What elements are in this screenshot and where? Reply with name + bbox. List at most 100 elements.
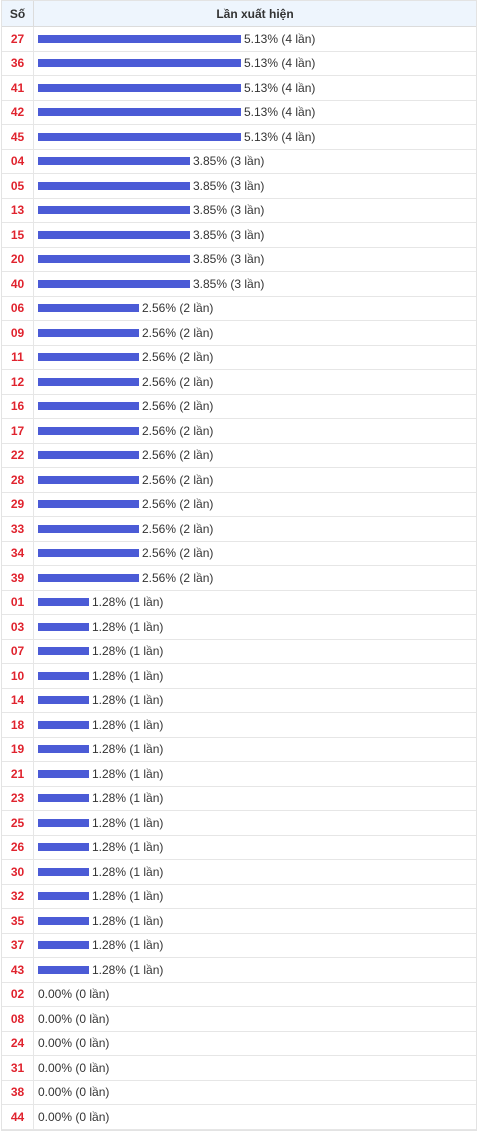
table-row: 44 0.00% (0 lần) [2,1105,476,1130]
table-row: 35 1.28% (1 lần) [2,909,476,934]
frequency-bar [38,279,190,288]
table-row: 06 2.56% (2 lần) [2,296,476,321]
number-cell: 05 [2,174,34,198]
table-row: 17 2.56% (2 lần) [2,419,476,444]
table-row: 10 1.28% (1 lần) [2,664,476,689]
table-row: 20 3.85% (3 lần) [2,247,476,272]
frequency-bar [38,353,139,362]
frequency-cell: 1.28% (1 lần) [34,934,476,958]
frequency-label: 0.00% (0 lần) [38,1036,110,1051]
number-cell: 17 [2,419,34,443]
frequency-bar [38,647,89,656]
number-cell: 09 [2,321,34,345]
number-cell: 03 [2,615,34,639]
frequency-label: 1.28% (1 lần) [92,791,164,806]
frequency-label: 1.28% (1 lần) [92,717,164,732]
frequency-cell: 2.56% (2 lần) [34,566,476,590]
frequency-cell: 1.28% (1 lần) [34,958,476,982]
frequency-cell: 2.56% (2 lần) [34,321,476,345]
table-row: 32 1.28% (1 lần) [2,884,476,909]
table-row: 34 2.56% (2 lần) [2,541,476,566]
frequency-bar [38,451,139,460]
table-row: 26 1.28% (1 lần) [2,835,476,860]
frequency-cell: 5.13% (4 lần) [34,27,476,51]
table-body: 27 5.13% (4 lần) 36 5.13% (4 lần) 41 5.13% (4… [2,27,476,1130]
number-cell: 27 [2,27,34,51]
number-cell: 10 [2,664,34,688]
table-row: 25 1.28% (1 lần) [2,811,476,836]
number-cell: 25 [2,811,34,835]
frequency-label: 5.13% (4 lần) [244,56,316,71]
number-cell: 28 [2,468,34,492]
frequency-cell: 2.56% (2 lần) [34,444,476,468]
frequency-label: 3.85% (3 lần) [193,227,265,242]
frequency-label: 2.56% (2 lần) [142,546,214,561]
frequency-cell: 2.56% (2 lần) [34,542,476,566]
frequency-cell: 1.28% (1 lần) [34,689,476,713]
frequency-cell: 1.28% (1 lần) [34,909,476,933]
frequency-cell: 1.28% (1 lần) [34,811,476,835]
frequency-cell: 2.56% (2 lần) [34,517,476,541]
table-row: 43 1.28% (1 lần) [2,958,476,983]
number-cell: 31 [2,1056,34,1080]
frequency-label: 1.28% (1 lần) [92,840,164,855]
frequency-cell: 1.28% (1 lần) [34,664,476,688]
table-row: 08 0.00% (0 lần) [2,1007,476,1032]
frequency-bar [38,622,89,631]
frequency-label: 3.85% (3 lần) [193,203,265,218]
frequency-label: 3.85% (3 lần) [193,154,265,169]
table-row: 11 2.56% (2 lần) [2,345,476,370]
frequency-bar [38,304,139,313]
frequency-cell: 2.56% (2 lần) [34,346,476,370]
number-cell: 37 [2,933,34,957]
frequency-label: 1.28% (1 lần) [92,742,164,757]
number-cell: 30 [2,860,34,884]
frequency-cell: 2.56% (2 lần) [34,370,476,394]
table-row: 37 1.28% (1 lần) [2,933,476,958]
frequency-label: 2.56% (2 lần) [142,325,214,340]
frequency-label: 2.56% (2 lần) [142,399,214,414]
frequency-label: 2.56% (2 lần) [142,350,214,365]
frequency-cell: 2.56% (2 lần) [34,419,476,443]
number-cell: 22 [2,443,34,467]
table-row: 30 1.28% (1 lần) [2,860,476,885]
frequency-label: 2.56% (2 lần) [142,570,214,585]
frequency-cell: 1.28% (1 lần) [34,885,476,909]
number-cell: 34 [2,541,34,565]
frequency-label: 2.56% (2 lần) [142,423,214,438]
frequency-label: 1.28% (1 lần) [92,619,164,634]
table-row: 21 1.28% (1 lần) [2,762,476,787]
frequency-cell: 3.85% (3 lần) [34,223,476,247]
frequency-cell: 2.56% (2 lần) [34,395,476,419]
number-cell: 45 [2,125,34,149]
frequency-cell: 3.85% (3 lần) [34,248,476,272]
number-cell: 04 [2,149,34,173]
frequency-label: 0.00% (0 lần) [38,1085,110,1100]
table-row: 07 1.28% (1 lần) [2,639,476,664]
table-row: 39 2.56% (2 lần) [2,566,476,591]
frequency-bar [38,745,89,754]
frequency-bar [38,598,89,607]
number-cell: 26 [2,835,34,859]
number-cell: 36 [2,51,34,75]
number-cell: 12 [2,370,34,394]
frequency-label: 1.28% (1 lần) [92,668,164,683]
number-cell: 06 [2,296,34,320]
frequency-cell: 2.56% (2 lần) [34,493,476,517]
frequency-bar [38,255,190,264]
frequency-bar [38,696,89,705]
frequency-cell: 1.28% (1 lần) [34,860,476,884]
frequency-bar [38,181,190,190]
number-cell: 44 [2,1105,34,1129]
frequency-label: 1.28% (1 lần) [92,595,164,610]
number-cell: 43 [2,958,34,982]
frequency-bar [38,206,190,215]
frequency-bar [38,843,89,852]
frequency-cell: 1.28% (1 lần) [34,836,476,860]
frequency-label: 2.56% (2 lần) [142,448,214,463]
frequency-bar [38,500,139,509]
frequency-bar [38,524,139,533]
frequency-cell: 1.28% (1 lần) [34,713,476,737]
frequency-bar [38,769,89,778]
frequency-bar [38,867,89,876]
